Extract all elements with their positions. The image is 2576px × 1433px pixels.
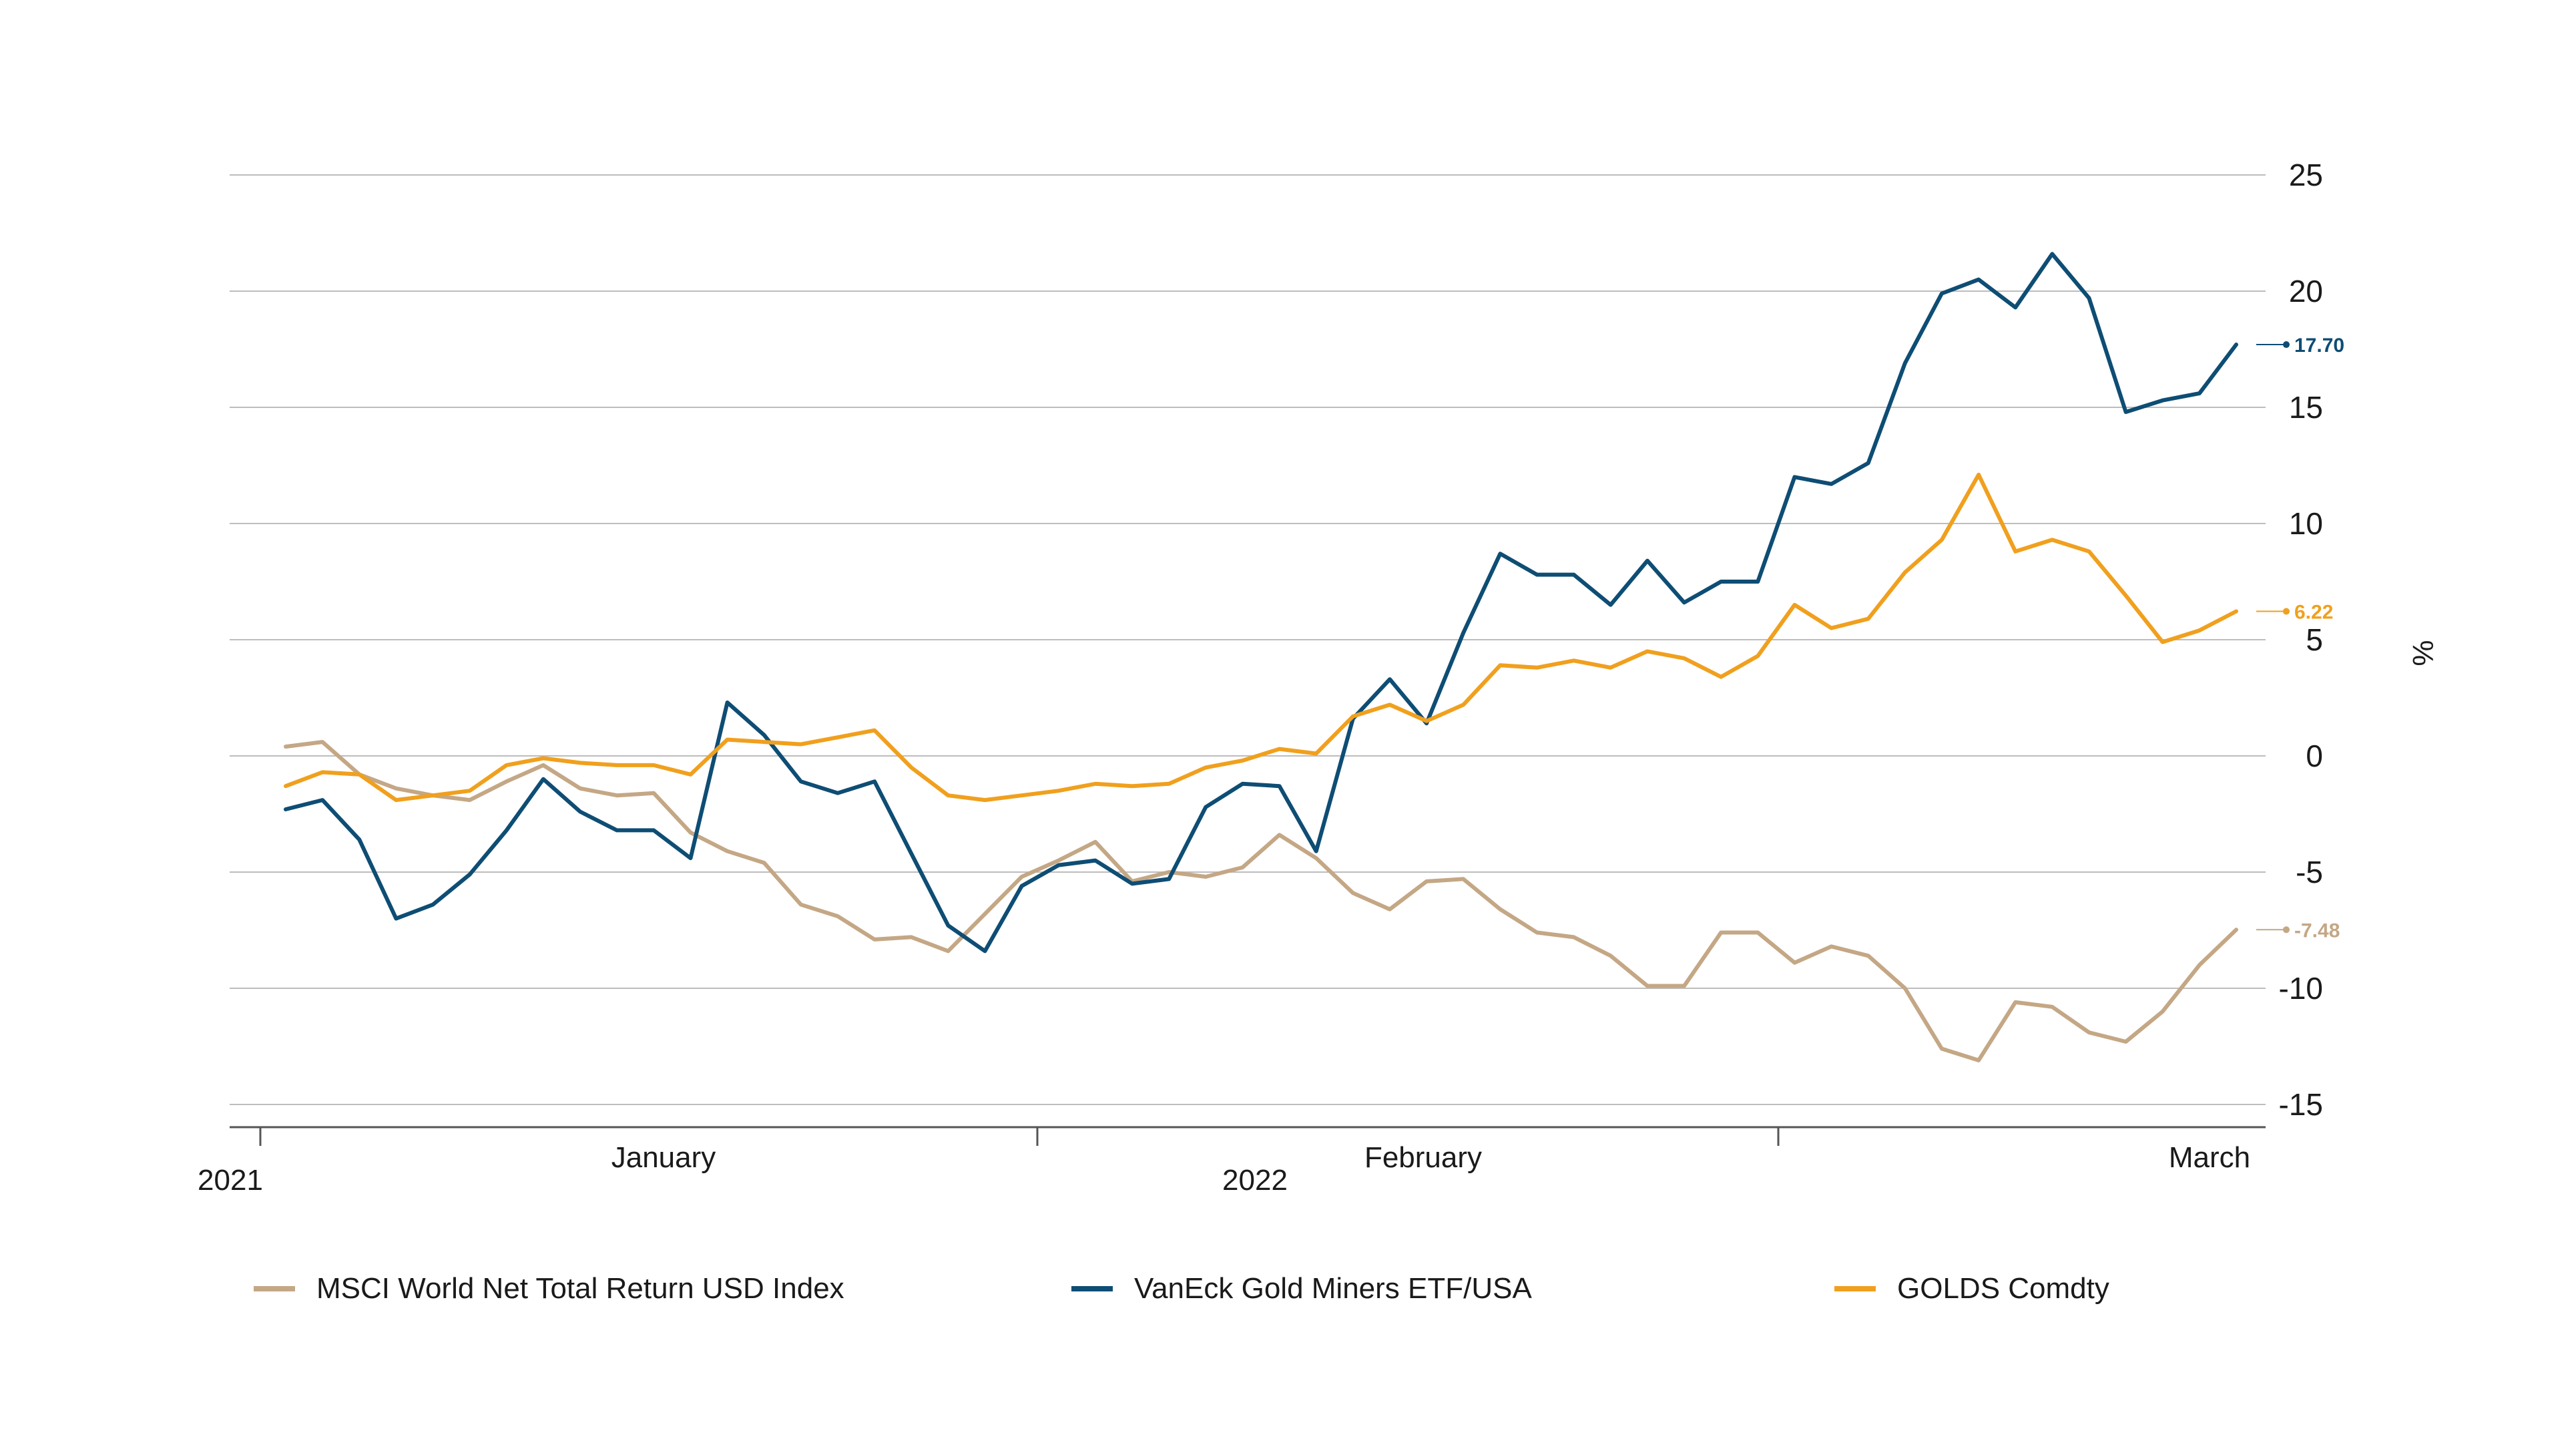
x-month-label-march: March bbox=[2169, 1141, 2250, 1174]
y-axis-ticks: 25 20 15 10 5 0 -5 -10 -15 bbox=[2279, 158, 2323, 1122]
legend-item-vaneck: VanEck Gold Miners ETF/USA bbox=[1071, 1262, 1532, 1315]
y-tick-label: -15 bbox=[2279, 1087, 2323, 1122]
y-tick-label: 0 bbox=[2306, 739, 2323, 773]
gridlines bbox=[230, 174, 2266, 1105]
y-tick-label: 15 bbox=[2289, 390, 2323, 425]
y-tick-label: 20 bbox=[2289, 274, 2323, 309]
x-year-label-2022: 2022 bbox=[1222, 1164, 1288, 1197]
series-lines bbox=[284, 252, 2238, 1062]
y-tick-label: 5 bbox=[2306, 622, 2323, 657]
y-tick-label: 10 bbox=[2289, 506, 2323, 541]
legend-label-vaneck: VanEck Gold Miners ETF/USA bbox=[1134, 1272, 1532, 1305]
x-month-label-january: January bbox=[611, 1141, 716, 1174]
y-axis-unit-label: % bbox=[2406, 640, 2439, 666]
end-value-label-msci-world-net-total-return-usd-index: -7.48 bbox=[2294, 919, 2340, 942]
end-label-marker bbox=[2283, 608, 2290, 615]
legend-swatch-msci bbox=[254, 1286, 295, 1291]
legend-swatch-vaneck bbox=[1071, 1286, 1113, 1291]
series-line-vaneck-gold-miners-etf-usa bbox=[284, 252, 2238, 954]
end-label-marker bbox=[2283, 341, 2290, 349]
x-month-label-february: February bbox=[1364, 1141, 1482, 1174]
end-value-label-golds-comdty: 6.22 bbox=[2294, 602, 2333, 624]
series-line-msci-world-net-total-return-usd-index bbox=[284, 740, 2238, 1062]
end-value-label-vaneck-gold-miners-etf-usa: 17.70 bbox=[2294, 335, 2344, 357]
x-year-label-2021: 2021 bbox=[198, 1164, 263, 1197]
y-tick-label: -5 bbox=[2296, 855, 2323, 889]
x-axis: January February March 2021 2022 bbox=[198, 1126, 2266, 1197]
legend: MSCI World Net Total Return USD Index Va… bbox=[0, 1262, 2576, 1315]
legend-label-msci: MSCI World Net Total Return USD Index bbox=[316, 1272, 844, 1305]
y-tick-label: -10 bbox=[2279, 971, 2323, 1006]
end-label-marker bbox=[2283, 926, 2290, 934]
series-line-golds-comdty bbox=[284, 472, 2238, 803]
y-tick-label: 25 bbox=[2289, 158, 2323, 192]
end-value-labels: -7.48 17.70 6.22 bbox=[2256, 335, 2344, 942]
legend-swatch-golds bbox=[1834, 1286, 1876, 1291]
legend-label-golds: GOLDS Comdty bbox=[1897, 1272, 2109, 1305]
legend-item-golds: GOLDS Comdty bbox=[1834, 1262, 2109, 1315]
legend-item-msci: MSCI World Net Total Return USD Index bbox=[254, 1262, 844, 1315]
